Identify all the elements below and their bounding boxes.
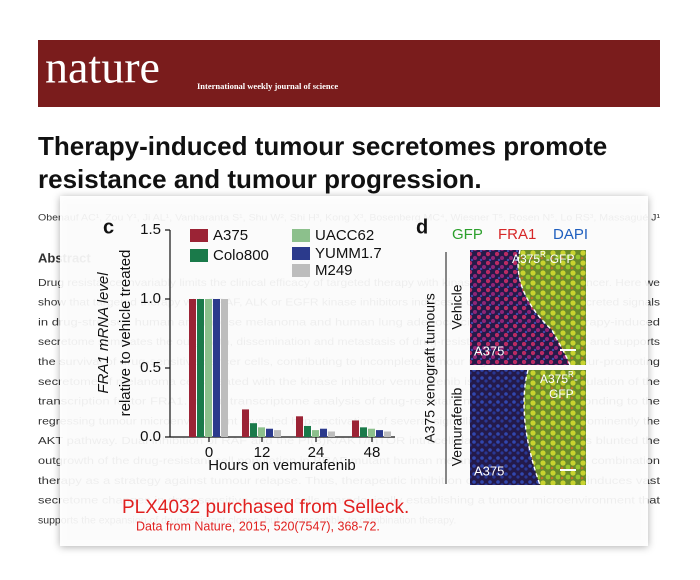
row-label: Vehicle <box>449 284 465 329</box>
clone-tag: A375R- <box>540 370 578 386</box>
bar <box>360 427 367 437</box>
channel-label: DAPI <box>553 226 588 243</box>
bar <box>304 425 311 437</box>
legend-swatch <box>190 249 208 262</box>
caption-source: Data from Nature, 2015, 520(7547), 368-7… <box>136 519 380 533</box>
bar <box>376 430 383 437</box>
bar <box>242 409 249 437</box>
y-tick-label: 0.5 <box>140 359 161 376</box>
y-axis-label: FRA1 mRNA level <box>95 272 112 394</box>
bar <box>312 430 319 437</box>
bar <box>266 428 273 437</box>
x-tick-label: 0 <box>205 444 213 461</box>
bar <box>197 299 204 437</box>
bar <box>296 416 303 437</box>
clone-tag: A375R-GFP <box>512 250 574 266</box>
legend-label: UACC62 <box>315 227 374 244</box>
clone-tag-line2: GFP <box>549 387 574 401</box>
bar <box>384 431 391 437</box>
legend-label: YUMM1.7 <box>315 245 382 262</box>
channel-label: FRA1 <box>498 226 536 243</box>
clone-tag-rest: -GFP <box>546 252 575 266</box>
legend-swatch <box>292 229 310 242</box>
y-tick-label: 1.0 <box>140 290 161 307</box>
logo: nature <box>45 42 160 93</box>
article-title: resistance and tumour progression. <box>38 164 482 194</box>
legend-swatch <box>292 247 310 260</box>
clone-tag-rest: - <box>574 372 578 386</box>
clone-tag-sup: R <box>568 370 574 379</box>
row-label: Vemurafenib <box>449 387 465 466</box>
bar <box>320 428 327 437</box>
panel-label: c <box>103 216 114 238</box>
bar <box>368 428 375 437</box>
boundary <box>517 249 571 366</box>
x-tick-label: 48 <box>364 444 381 461</box>
y-axis-label: relative to vehicle treated <box>117 250 134 417</box>
side-label: A375 xenograft tumours <box>422 293 438 442</box>
clone-tag-base: A375 <box>540 372 568 386</box>
bar <box>274 430 281 437</box>
figure: c FRA1 mRNA level relative to vehicle trea… <box>95 216 588 533</box>
inset-label: A375 <box>474 463 504 478</box>
inset-label: A375 <box>474 343 504 358</box>
boundary <box>523 369 541 486</box>
bar <box>250 423 257 437</box>
gfp-cells <box>524 370 586 485</box>
article-title: Therapy-induced tumour secretomes promot… <box>38 131 607 161</box>
tagline: International weekly journal of science <box>197 81 338 91</box>
bar <box>328 431 335 437</box>
y-tick-label: 0.0 <box>140 428 161 445</box>
clone-tag-base: A375 <box>512 252 540 266</box>
clone-tag-sup: R <box>540 250 546 259</box>
x-axis-label: Hours on vemurafenib <box>208 457 356 474</box>
panel-label: d <box>416 216 428 238</box>
y-tick-label: 1.5 <box>140 221 161 238</box>
bar <box>205 299 212 437</box>
gfp-cells <box>518 250 586 365</box>
bar <box>221 299 228 437</box>
legend-label: A375 <box>213 227 248 244</box>
legend-swatch <box>292 264 310 277</box>
channel-label: GFP <box>452 226 483 243</box>
bar <box>352 420 359 437</box>
bar <box>189 299 196 437</box>
bar <box>258 427 265 437</box>
bar <box>213 299 220 437</box>
caption-headline: PLX4032 purchased from Selleck. <box>122 497 409 518</box>
header-banner <box>38 40 660 107</box>
x-tick-label: 12 <box>254 444 271 461</box>
legend-label: Colo800 <box>213 247 269 264</box>
x-tick-label: 24 <box>308 444 325 461</box>
legend-label: M249 <box>315 262 353 279</box>
legend-swatch <box>190 229 208 242</box>
